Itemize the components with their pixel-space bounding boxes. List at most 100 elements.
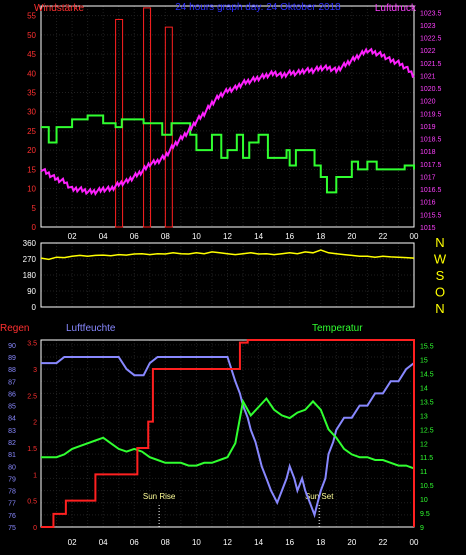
direction-axis-tick-label: 0	[32, 303, 37, 312]
temperature-axis-title: Temperatur	[312, 323, 363, 334]
compass-label: S	[436, 268, 445, 283]
direction-axis-tick-label: 180	[23, 271, 37, 280]
x-axis-tick-label: 14	[254, 538, 263, 547]
wind-speed-series-line	[41, 114, 415, 194]
x-axis-tick-label: 08	[161, 232, 170, 241]
humidity-axis-tick-label: 80	[8, 464, 16, 471]
temperature-axis-tick-label: 13.5	[420, 399, 434, 406]
x-axis-tick-label: 06	[130, 232, 139, 241]
compass-label: N	[435, 235, 444, 250]
wind-axis-tick-label: 10	[27, 185, 36, 194]
pressure-axis-tick-label: 1020	[420, 99, 436, 106]
pressure-axis-tick-label: 1016.5	[420, 187, 442, 194]
rain-axis-tick-label: 0.5	[27, 499, 37, 506]
wind-axis-title: Windstärke	[34, 3, 84, 14]
x-axis-tick-label: 16	[285, 232, 294, 241]
x-axis-tick-label: 02	[68, 232, 77, 241]
pressure-axis-tick-label: 1023	[420, 23, 436, 30]
wind-axis-tick-label: 15	[27, 165, 36, 174]
temperature-axis-tick-label: 14	[420, 385, 428, 392]
pressure-axis-title: Luftdruck	[375, 3, 417, 14]
humidity-axis-tick-label: 82	[8, 440, 16, 447]
sunrise-label: Sun Rise	[143, 492, 176, 501]
x-axis-tick-label: 06	[130, 538, 139, 547]
temperature-axis-tick-label: 15	[420, 358, 428, 365]
temperature-axis-tick-label: 11	[420, 469, 427, 476]
humidity-axis-tick-label: 81	[8, 452, 16, 459]
humidity-axis-tick-label: 78	[8, 489, 16, 496]
pressure-series-line	[40, 47, 415, 197]
pressure-axis-tick-label: 1023.5	[420, 10, 442, 17]
pressure-axis-tick-label: 1022.5	[420, 36, 442, 43]
pressure-axis-tick-label: 1017	[420, 174, 436, 181]
direction-axis-tick-label: 360	[23, 239, 37, 248]
compass-label: O	[435, 285, 445, 300]
x-axis-tick-label: 02	[68, 538, 77, 547]
rain-axis-tick-label: 3	[33, 367, 37, 374]
temperature-axis-tick-label: 10.5	[420, 483, 434, 490]
x-axis-tick-label: 20	[347, 538, 356, 547]
humidity-axis-title: Luftfeuchte	[66, 323, 116, 334]
rain-axis-tick-label: 1	[33, 472, 37, 479]
rain-axis-tick-label: 2.5	[27, 393, 37, 400]
pressure-axis-tick-label: 1019	[420, 124, 436, 131]
humidity-axis-tick-label: 85	[8, 404, 16, 411]
rain-axis-tick-label: 0	[33, 525, 37, 532]
x-axis-tick-label: 18	[316, 538, 325, 547]
wind-axis-tick-label: 40	[27, 69, 36, 78]
x-axis-tick-label: 08	[161, 538, 170, 547]
wind-axis-tick-label: 45	[27, 50, 36, 59]
temperature-axis-tick-label: 9	[420, 525, 424, 532]
temperature-axis-tick-label: 10	[420, 497, 428, 504]
wind-axis-tick-label: 55	[27, 12, 36, 21]
wind-axis-tick-label: 20	[27, 146, 36, 155]
x-axis-tick-label: 18	[316, 232, 325, 241]
humidity-axis-tick-label: 77	[8, 501, 16, 508]
wind-axis-tick-label: 25	[27, 127, 36, 136]
humidity-axis-tick-label: 76	[8, 513, 16, 520]
wind-axis-tick-label: 50	[27, 31, 36, 40]
compass-label: W	[434, 252, 447, 267]
wind-axis-tick-label: 35	[27, 88, 36, 97]
humidity-axis-tick-label: 75	[8, 525, 16, 532]
direction-axis-tick-label: 270	[23, 255, 37, 264]
wind-gust-bar	[143, 7, 152, 228]
pressure-axis-tick-label: 1019.5	[420, 111, 442, 118]
pressure-axis-tick-label: 1018.5	[420, 137, 442, 144]
compass-label: N	[435, 301, 444, 316]
wind-axis-tick-label: 0	[32, 223, 37, 232]
rain-axis-tick-label: 1.5	[27, 446, 37, 453]
wind-axis-tick-label: 30	[27, 108, 36, 117]
rain-axis-tick-label: 3.5	[27, 341, 37, 348]
x-axis-tick-label: 12	[223, 232, 232, 241]
x-axis-tick-label: 10	[192, 538, 201, 547]
humidity-series-line	[41, 356, 415, 519]
temperature-axis-tick-label: 12.5	[420, 427, 434, 434]
x-axis-tick-label: 14	[254, 232, 263, 241]
temperature-series-line	[41, 397, 415, 470]
rain-axis-title: Regen	[0, 323, 29, 334]
temperature-axis-tick-label: 13	[420, 413, 428, 420]
humidity-axis-tick-label: 90	[8, 343, 16, 350]
pressure-axis-tick-label: 1021.5	[420, 61, 442, 68]
pressure-axis-tick-label: 1017.5	[420, 162, 442, 169]
x-axis-tick-label: 04	[99, 538, 108, 547]
x-axis-tick-label: 22	[378, 232, 387, 241]
x-axis-tick-label: 00	[410, 232, 419, 241]
temperature-axis-tick-label: 11.5	[420, 455, 433, 462]
temperature-axis-tick-label: 12	[420, 441, 428, 448]
pressure-axis-tick-label: 1020.5	[420, 86, 442, 93]
pressure-axis-tick-label: 1022	[420, 48, 436, 55]
humidity-axis-tick-label: 89	[8, 355, 16, 362]
pressure-axis-tick-label: 1018	[420, 149, 436, 156]
wind-direction-series-line	[40, 249, 415, 261]
pressure-axis-tick-label: 1021	[420, 73, 436, 80]
wind-axis-tick-label: 5	[32, 204, 37, 213]
humidity-axis-tick-label: 86	[8, 391, 16, 398]
direction-axis-tick-label: 90	[27, 287, 36, 296]
rain-series-line	[41, 339, 415, 528]
x-axis-tick-label: 04	[99, 232, 108, 241]
humidity-axis-tick-label: 87	[8, 379, 16, 386]
panel-wind-frame	[40, 5, 415, 228]
